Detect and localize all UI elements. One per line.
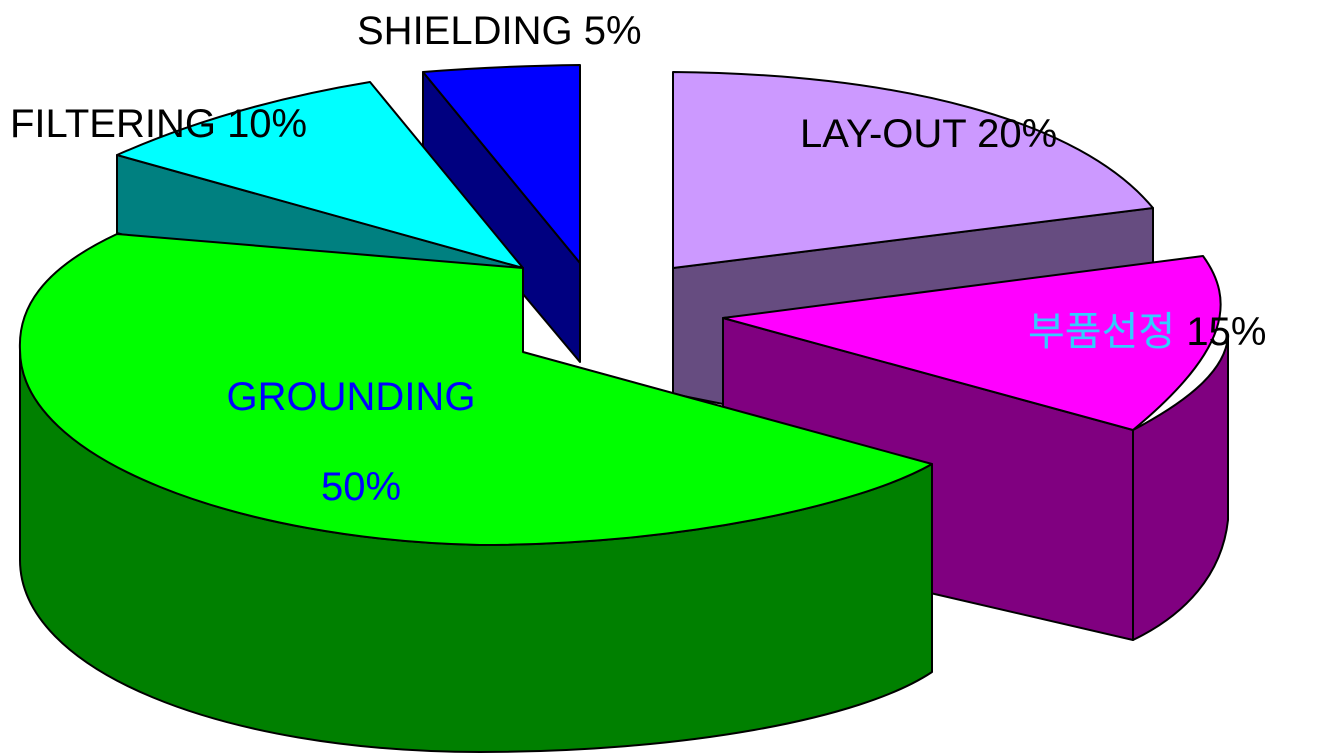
label-layout: LAY-OUT 20% (800, 112, 1057, 156)
label-parts-value: 15% (1186, 310, 1266, 354)
label-filtering: FILTERING 10% (10, 102, 307, 146)
slice-grounding-top (18, 233, 933, 546)
slice-parts-rim (1132, 336, 1229, 641)
label-filtering-name: FILTERING (10, 102, 216, 146)
label-filtering-value: 10% (227, 102, 307, 146)
slice-parts-top (722, 255, 1222, 431)
label-shielding-name: SHIELDING (357, 9, 573, 53)
label-layout-name: LAY-OUT (800, 112, 966, 156)
label-parts: 부품선정 15% (1028, 310, 1266, 354)
label-layout-value: 20% (977, 112, 1057, 156)
label-grounding-value: 50% (321, 465, 401, 509)
slice-layout-top (672, 71, 1154, 269)
label-shielding: SHIELDING 5% (357, 9, 642, 53)
label-grounding-name: GROUNDING (227, 375, 476, 419)
slice-filtering-top (116, 81, 524, 269)
label-shielding-value: 5% (584, 9, 642, 53)
slice-shielding-top (422, 64, 581, 264)
slice-shielding (422, 64, 581, 363)
label-parts-name: 부품선정 (1028, 310, 1175, 354)
slice-grounding (18, 233, 933, 753)
